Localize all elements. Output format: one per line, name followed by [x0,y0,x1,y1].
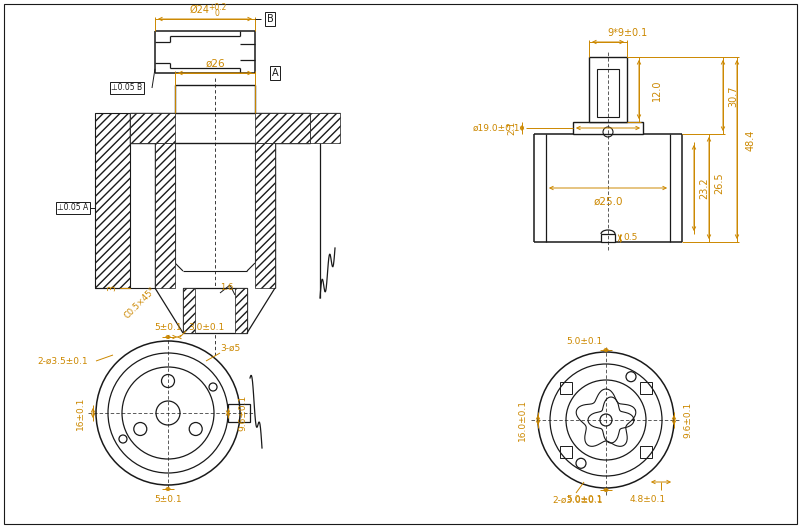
Bar [573,122,643,134]
Bar [95,113,130,288]
Bar [589,57,627,122]
Text: 1.6: 1.6 [220,284,234,293]
Text: 5.0±0.1: 5.0±0.1 [566,337,602,346]
Text: 5±0.1: 5±0.1 [154,323,182,332]
Text: ⊥0.05 A: ⊥0.05 A [58,203,89,212]
Bar [228,404,250,422]
Text: 16.0±0.1: 16.0±0.1 [517,399,526,441]
Text: 3-ø5: 3-ø5 [220,344,240,353]
Text: 16±0.1: 16±0.1 [75,397,84,430]
Text: 5.0±0.1: 5.0±0.1 [566,495,602,504]
Bar [130,113,310,143]
Text: ø19.0±0.1: ø19.0±0.1 [473,124,520,133]
Bar [640,446,652,458]
Text: 2-ø3.0±0.1: 2-ø3.0±0.1 [553,495,603,504]
Text: ⊥0.05 B: ⊥0.05 B [111,83,143,92]
Bar [560,382,572,394]
Text: 5±0.1: 5±0.1 [154,495,182,504]
Text: Ø24: Ø24 [190,5,210,15]
Text: 2.1: 2.1 [508,121,517,135]
Text: 9.6±0.1: 9.6±0.1 [683,402,693,438]
Text: ø26: ø26 [205,59,225,69]
Text: 3.0±0.1: 3.0±0.1 [188,323,224,332]
Bar [235,288,247,333]
Bar [310,113,340,143]
Bar [601,234,615,242]
Bar [130,113,175,143]
Text: 0: 0 [215,8,219,17]
Text: 0.5: 0.5 [624,233,638,242]
Bar [255,113,310,143]
Text: C0.5×45°: C0.5×45° [123,286,158,320]
Text: 23.2: 23.2 [699,177,709,199]
Text: +0.2: +0.2 [207,4,226,13]
Bar [183,288,247,333]
Bar [255,143,275,288]
Text: B: B [267,14,273,24]
Text: 12.0: 12.0 [652,79,662,101]
Text: 26.5: 26.5 [714,172,724,194]
Text: 2-ø3.5±0.1: 2-ø3.5±0.1 [38,356,88,365]
Text: A: A [272,68,278,78]
Text: ø25.0: ø25.0 [594,197,622,207]
Text: 30.7: 30.7 [728,85,738,107]
Text: 48.4: 48.4 [746,129,756,150]
Text: 9.6±0.1: 9.6±0.1 [239,395,248,431]
Bar [597,69,619,117]
Bar [640,382,652,394]
Bar [155,143,175,288]
Text: 4.8±0.1: 4.8±0.1 [630,495,666,504]
Text: 3: 3 [107,285,117,291]
Bar [560,446,572,458]
Text: 9*9±0.1: 9*9±0.1 [608,28,648,38]
Bar [183,288,195,333]
